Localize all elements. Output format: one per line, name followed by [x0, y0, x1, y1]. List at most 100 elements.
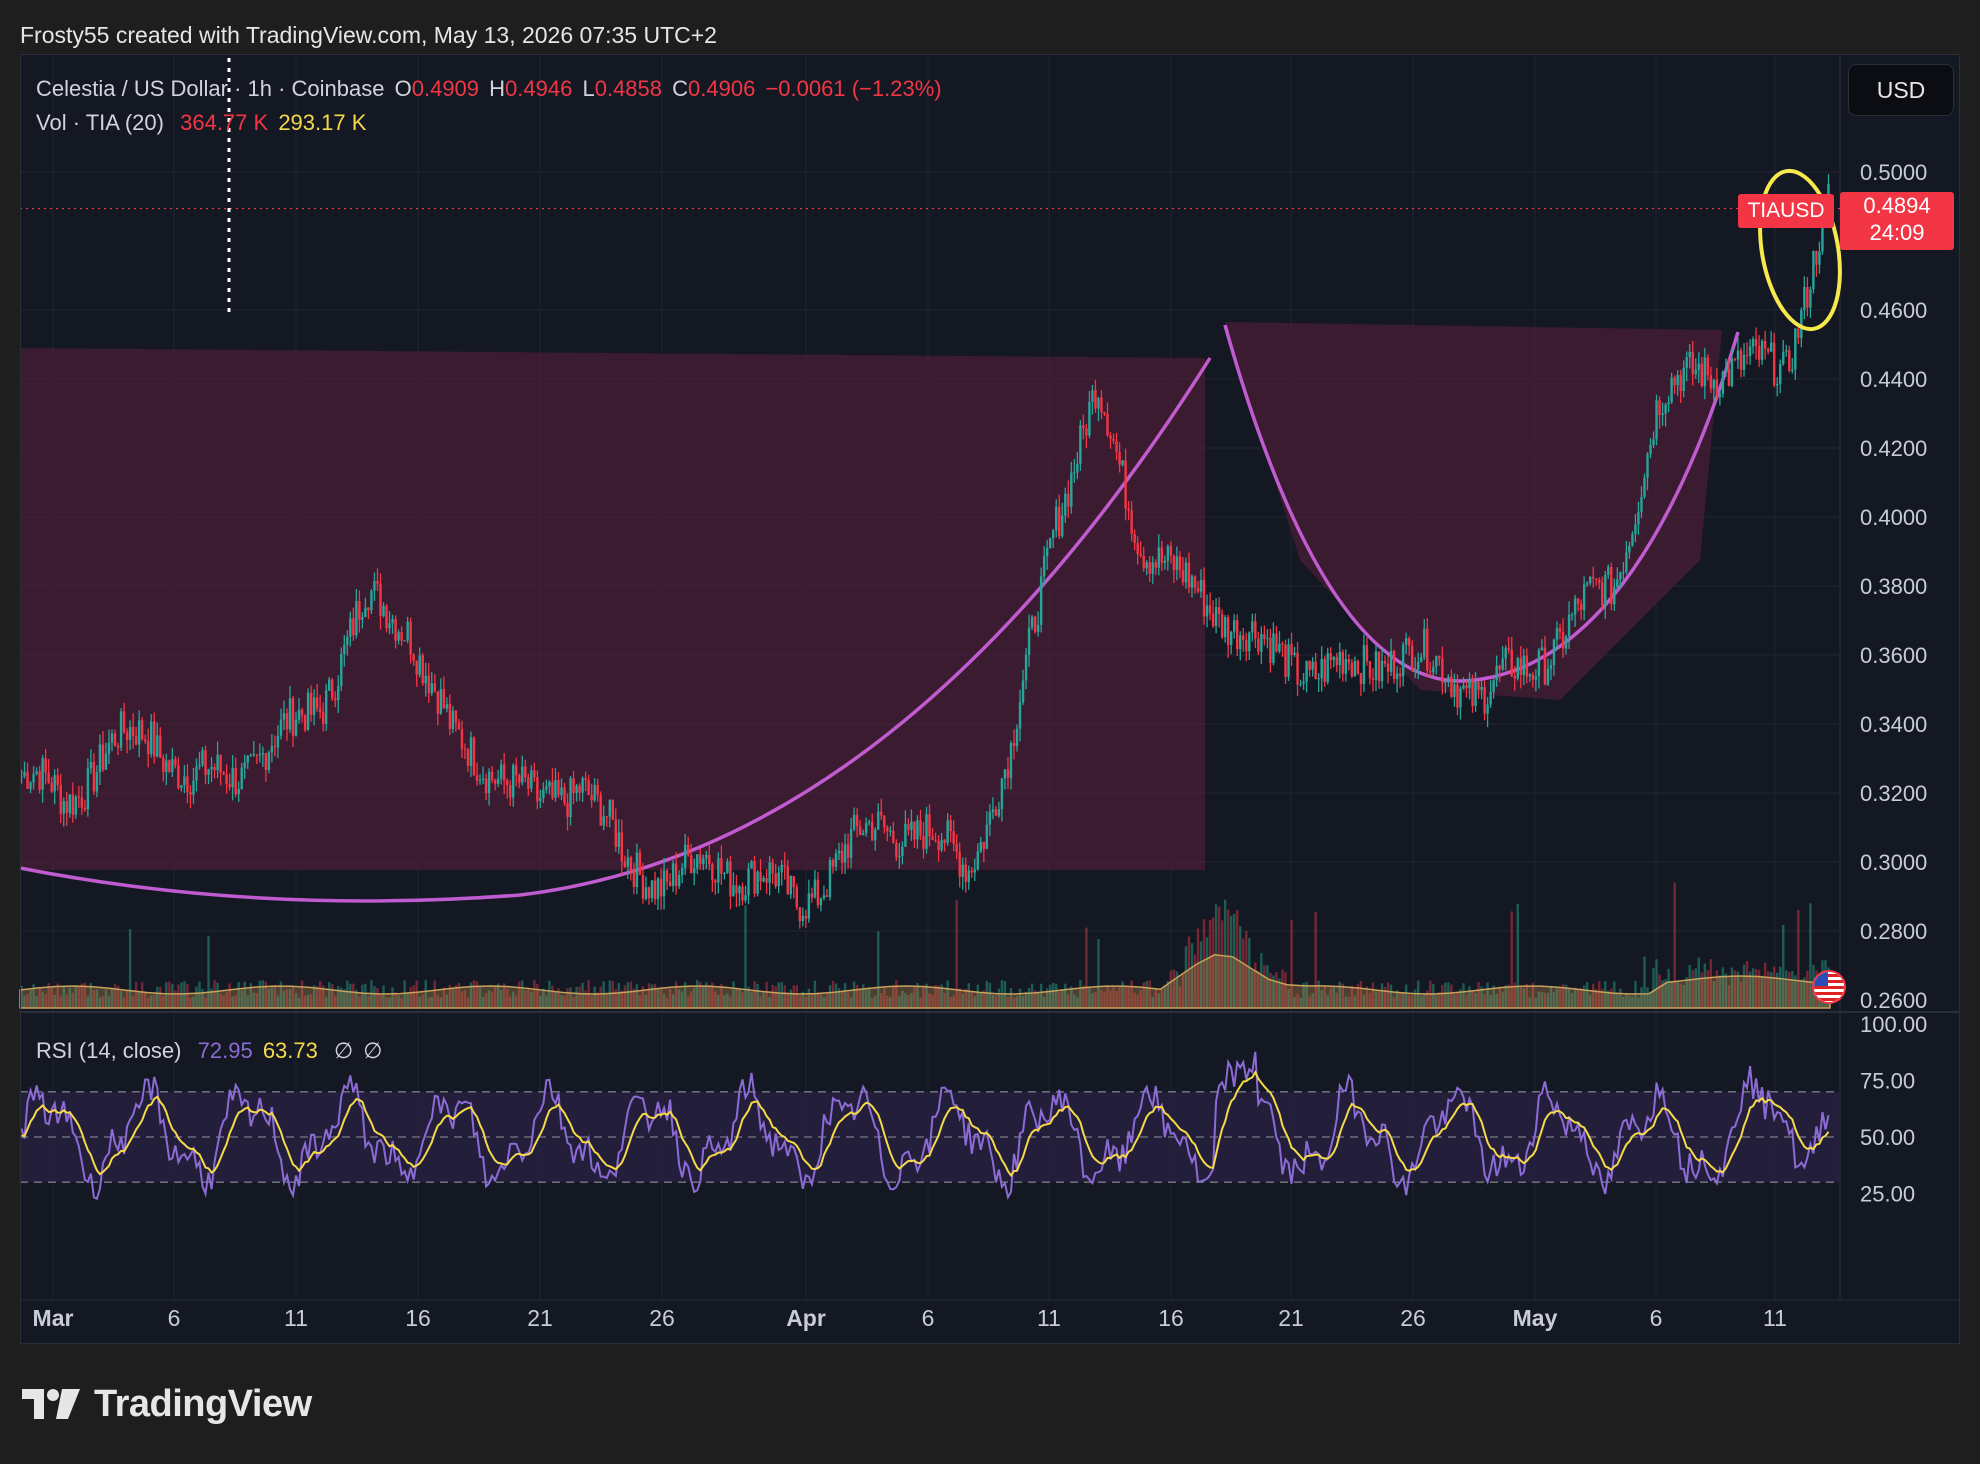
currency-button[interactable]: USD: [1848, 64, 1954, 116]
candle-body: [1812, 251, 1815, 290]
volume-bar: [324, 996, 328, 1008]
candle-body: [1082, 425, 1085, 429]
candle-body: [1015, 728, 1019, 747]
volume-bar: [1742, 964, 1746, 1008]
volume-bar: [1694, 968, 1697, 1008]
candle-body: [1513, 676, 1516, 679]
candle-body: [1441, 658, 1444, 683]
candle-body: [1709, 375, 1713, 389]
candle-body: [397, 632, 400, 641]
candle-body: [1757, 346, 1761, 360]
volume-bar: [671, 994, 675, 1008]
candle-body: [264, 753, 268, 770]
candle-body: [83, 807, 87, 810]
volume-bar: [889, 996, 892, 1008]
volume-bar: [1245, 930, 1248, 1008]
candle-body: [454, 710, 458, 723]
volume-bar: [668, 989, 672, 1008]
candle-body: [1655, 400, 1658, 440]
candle-body: [1498, 665, 1501, 670]
candle-body: [201, 750, 204, 766]
candle-body: [919, 820, 922, 836]
candle-body: [1088, 402, 1091, 436]
volume-bar: [1459, 989, 1462, 1008]
candle-body: [1552, 639, 1556, 666]
candle-body: [1471, 678, 1474, 706]
volume-legend: Vol · TIA (20) 364.77 K 293.17 K: [36, 110, 367, 135]
volume-bar: [1332, 985, 1335, 1008]
candle-body: [38, 771, 41, 790]
volume-bar: [626, 982, 630, 1008]
price-tick-label: 0.2800: [1860, 919, 1927, 944]
candle-body: [1760, 341, 1764, 360]
candle-body: [119, 711, 123, 748]
volume-bar: [877, 931, 880, 1008]
tradingview-logo[interactable]: TradingView: [22, 1380, 312, 1428]
candle-body: [1628, 545, 1631, 553]
candle-body: [300, 709, 304, 716]
candle-body: [95, 772, 99, 792]
candle-body: [1803, 286, 1806, 311]
candle-body: [1543, 647, 1547, 685]
candle-body: [1350, 662, 1354, 677]
candle-body: [1100, 397, 1103, 413]
candle-body: [285, 713, 289, 730]
candle-body: [1462, 685, 1465, 689]
volume-bar: [134, 982, 138, 1008]
volume-bar: [1308, 996, 1311, 1008]
volume-bar: [1779, 966, 1782, 1008]
volume-bar: [1492, 985, 1495, 1008]
candle-body: [1703, 357, 1707, 387]
volume-bar: [527, 987, 530, 1008]
candle-body: [436, 691, 440, 714]
volume-bar: [445, 994, 449, 1008]
volume-bar: [219, 993, 222, 1008]
candle-body: [819, 898, 823, 906]
candle-body: [1389, 651, 1393, 672]
candle-body: [150, 721, 153, 755]
rsi-line: [20, 1051, 1830, 1201]
rsi-tick-label: 50.00: [1860, 1125, 1915, 1150]
candle-body: [487, 771, 491, 794]
time-tick-label: 11: [1037, 1305, 1061, 1331]
us-flag-icon[interactable]: [1812, 970, 1846, 1004]
volume-bar: [680, 991, 684, 1008]
candle-body: [1239, 635, 1242, 650]
volume-bar: [1435, 995, 1438, 1008]
volume-bar: [234, 995, 237, 1008]
candle-body: [1030, 616, 1034, 628]
candle-body: [1468, 678, 1471, 689]
price-tick-label: 0.3800: [1860, 574, 1927, 599]
price-tick-label: 0.2600: [1860, 988, 1927, 1013]
candle-body: [536, 777, 539, 802]
volume-bar: [1760, 975, 1764, 1008]
candle-body: [1570, 614, 1574, 616]
candle-body: [1142, 555, 1145, 569]
volume-bar: [35, 995, 38, 1008]
volume-bar: [1410, 995, 1414, 1008]
candle-body: [367, 607, 370, 611]
volume-bar: [50, 987, 53, 1008]
volume-bar: [312, 985, 316, 1008]
time-tick-label: 16: [405, 1305, 431, 1331]
candle-body: [26, 771, 29, 789]
volume-bar: [1576, 989, 1580, 1008]
candle-body: [1700, 363, 1703, 387]
volume-bar: [1658, 974, 1661, 1008]
volume-bar: [1347, 996, 1351, 1008]
volume-bar: [967, 983, 970, 1008]
candle-body: [189, 792, 192, 795]
candle-body: [1130, 510, 1133, 534]
candle-body: [533, 770, 536, 778]
candle-body: [1061, 515, 1064, 537]
volume-bar: [1766, 971, 1770, 1008]
candle-body: [976, 851, 979, 870]
volume-bar: [1739, 981, 1743, 1008]
volume-bar: [1697, 957, 1700, 1008]
candle-body: [1438, 656, 1441, 659]
volume-bar: [361, 984, 364, 1008]
candle-body: [1027, 627, 1031, 655]
rsi-tick-label: 100.00: [1860, 1012, 1927, 1037]
volume-bar: [1211, 917, 1215, 1008]
